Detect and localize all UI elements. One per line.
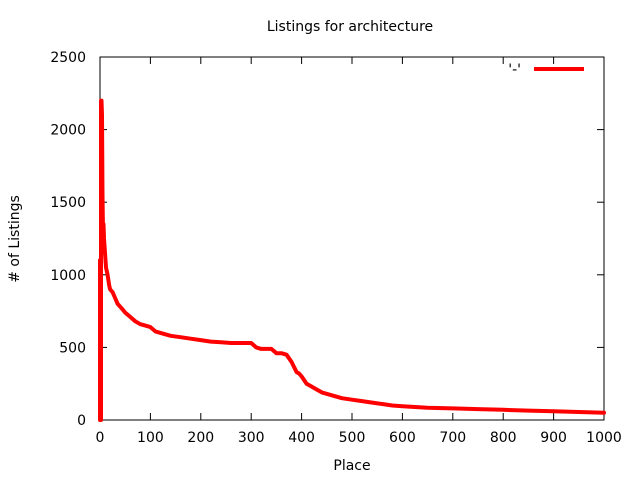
y-tick-label: 2000 — [50, 123, 86, 139]
y-tick-label: 500 — [59, 340, 86, 356]
x-tick-label: 700 — [439, 430, 466, 446]
y-axis-label: # of Listings — [7, 195, 23, 283]
x-tick-label: 800 — [490, 430, 517, 446]
legend-label: '-' — [508, 62, 521, 78]
x-tick-label: 300 — [238, 430, 265, 446]
y-tick-label: 1500 — [50, 195, 86, 211]
x-tick-label: 600 — [389, 430, 416, 446]
chart-title: Listings for architecture — [267, 19, 433, 35]
x-tick-label: 900 — [540, 430, 567, 446]
series-layer — [98, 98, 606, 422]
axis-ticks: 0 100 200 300 400 500 600 700 800 900 1000 0 500 1000… — [50, 50, 621, 446]
x-tick-label: 500 — [339, 430, 366, 446]
x-tick-label: 400 — [288, 430, 315, 446]
x-axis-label: Place — [333, 458, 370, 474]
series-line — [98, 98, 606, 422]
x-tick-label: 0 — [96, 430, 105, 446]
plot-frame — [99, 56, 605, 421]
x-tick-label: 100 — [137, 430, 164, 446]
x-tick-label: 200 — [187, 430, 214, 446]
x-tick-label: 1000 — [586, 430, 622, 446]
y-tick-label: 1000 — [50, 268, 86, 284]
y-tick-label: 2500 — [50, 50, 86, 66]
y-tick-label: 0 — [77, 413, 86, 429]
